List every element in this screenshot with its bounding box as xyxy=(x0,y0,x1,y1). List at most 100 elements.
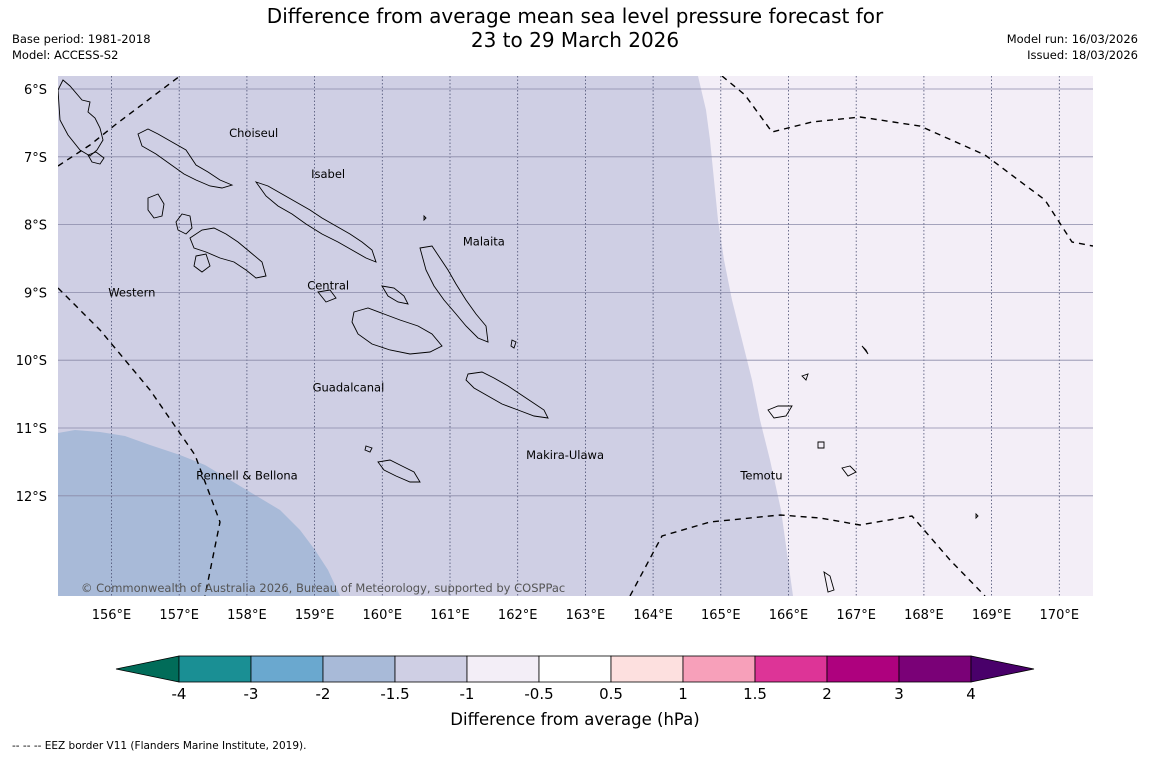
lon-tick-label: 164°E xyxy=(633,608,673,623)
coast-choiseul xyxy=(137,128,234,189)
lon-tick-label: 169°E xyxy=(972,608,1012,623)
coast-ulawa xyxy=(510,339,517,349)
colorbar-segment xyxy=(322,655,396,683)
title-line-1: Difference from average mean sea level p… xyxy=(266,4,884,28)
colorbar-segment xyxy=(178,655,252,683)
lat-tick-label: 11°S xyxy=(16,422,47,437)
lon-tick-label: 160°E xyxy=(363,608,403,623)
map-area: © Commonwealth of Australia 2026, Bureau… xyxy=(58,76,1093,596)
place-label: Central xyxy=(307,279,349,293)
colorbar-segment xyxy=(538,655,612,683)
coast-utupua xyxy=(817,441,825,449)
coast-vella-lavella xyxy=(147,193,165,219)
lon-tick-label: 158°E xyxy=(227,608,267,623)
lon-tick-label: 163°E xyxy=(566,608,606,623)
footnote: -- -- -- EEZ border V11 (Flanders Marine… xyxy=(12,740,307,752)
model-run: Model run: 16/03/2026 xyxy=(1006,32,1138,46)
copyright-text: © Commonwealth of Australia 2026, Bureau… xyxy=(81,581,565,595)
base-period: Base period: 1981-2018 xyxy=(12,32,151,46)
place-label: Malaita xyxy=(463,235,505,249)
colorbar-tick-label: -2 xyxy=(316,685,331,703)
coast-duff-islands xyxy=(861,345,869,355)
colorbar-tick-label: -0.5 xyxy=(524,685,553,703)
coast-florida-islands xyxy=(317,289,337,303)
colorbar-segment xyxy=(610,655,684,683)
coast-reef-islands xyxy=(801,373,809,381)
colorbar-tick-label: -1 xyxy=(460,685,475,703)
coast-bellona xyxy=(364,445,373,453)
colorbar-extend-high xyxy=(970,655,1035,683)
eez-border-northeast xyxy=(721,76,1093,247)
coast-isabel xyxy=(254,181,377,263)
coast-anuta xyxy=(975,512,979,520)
eez-border-southwest xyxy=(58,287,221,596)
colorbar-tick-label: 3 xyxy=(894,685,904,703)
lat-tick-label: 7°S xyxy=(24,151,47,166)
place-label: Choiseul xyxy=(229,126,278,140)
coast-santa-cruz xyxy=(767,405,793,419)
colorbar-title: Difference from average (hPa) xyxy=(450,710,699,729)
longitude-gridlines xyxy=(111,76,1060,596)
colorbar-tick-label: -1.5 xyxy=(380,685,409,703)
lon-tick-label: 167°E xyxy=(836,608,876,623)
lat-tick-label: 9°S xyxy=(24,286,47,301)
colorbar-segment xyxy=(898,655,972,683)
eez-border-northwest xyxy=(58,76,181,167)
coast-tikopia xyxy=(823,571,835,593)
longitude-labels: 156°E 157°E 158°E 159°E 160°E 161°E 162°E 163°E… xyxy=(92,608,1079,623)
lon-tick-label: 161°E xyxy=(430,608,470,623)
colorbar-segment xyxy=(826,655,900,683)
coast-rendova xyxy=(193,253,211,273)
lat-tick-label: 8°S xyxy=(24,219,47,234)
issued-date: Issued: 18/03/2026 xyxy=(1027,48,1138,62)
latitude-gridlines xyxy=(58,88,1093,497)
coast-vanikoro xyxy=(841,465,857,477)
colorbar-segment xyxy=(466,655,540,683)
colorbar-tick-label: -4 xyxy=(172,685,187,703)
model-name: Model: ACCESS-S2 xyxy=(12,48,119,62)
colorbar-tick-label: -3 xyxy=(244,685,259,703)
colorbar-extend-low xyxy=(115,655,180,683)
coast-bougainville xyxy=(58,79,104,157)
lat-tick-label: 6°S xyxy=(24,83,47,98)
place-label: Western xyxy=(108,285,155,299)
coast-rennell xyxy=(377,459,421,483)
colorbar-segment xyxy=(394,655,468,683)
latitude-labels: 6°S 7°S 8°S 9°S 10°S 11°S 12°S xyxy=(16,83,47,505)
title-line-2: 23 to 29 March 2026 xyxy=(470,28,680,52)
eez-borders xyxy=(58,76,1093,596)
coast-makira xyxy=(465,371,549,419)
lon-tick-label: 166°E xyxy=(769,608,809,623)
lon-tick-label: 156°E xyxy=(92,608,132,623)
lon-tick-label: 168°E xyxy=(904,608,944,623)
colorbar-segment xyxy=(682,655,756,683)
colorbar-segment xyxy=(754,655,828,683)
colorbar-tick-label: 4 xyxy=(966,685,976,703)
lat-tick-label: 12°S xyxy=(16,490,47,505)
lon-tick-label: 170°E xyxy=(1040,608,1080,623)
place-label: Makira-Ulawa xyxy=(526,448,604,462)
place-label: Isabel xyxy=(311,167,345,181)
lat-tick-label: 10°S xyxy=(16,354,47,369)
lon-tick-label: 157°E xyxy=(159,608,199,623)
place-label: Guadalcanal xyxy=(313,380,385,394)
fill-high-region xyxy=(698,76,1093,596)
colorbar-segment xyxy=(250,655,324,683)
colorbar-tick-label: 2 xyxy=(822,685,832,703)
place-label: Temotu xyxy=(739,468,782,482)
colorbar: -4 -3 -2 -1.5 -1 -0.5 0.5 1 1.5 2 3 4 xyxy=(115,655,1035,703)
place-label: Rennell & Bellona xyxy=(196,468,298,482)
meta-right: Model run: 16/03/2026 Issued: 18/03/2026 xyxy=(1007,31,1138,63)
coast-russell xyxy=(381,285,409,305)
coast-kolombangara xyxy=(175,213,193,235)
colorbar-tick-label: 1 xyxy=(678,685,688,703)
coast-shortland xyxy=(87,151,105,165)
place-labels: Choiseul Isabel Malaita Western Central Guada… xyxy=(108,126,782,482)
coast-ontong-java xyxy=(423,214,427,222)
colorbar-tick-label: 0.5 xyxy=(599,685,623,703)
coastlines xyxy=(58,79,979,593)
fill-low-region xyxy=(58,430,340,596)
lon-tick-label: 159°E xyxy=(295,608,335,623)
colorbar-tick-label: 1.5 xyxy=(743,685,767,703)
